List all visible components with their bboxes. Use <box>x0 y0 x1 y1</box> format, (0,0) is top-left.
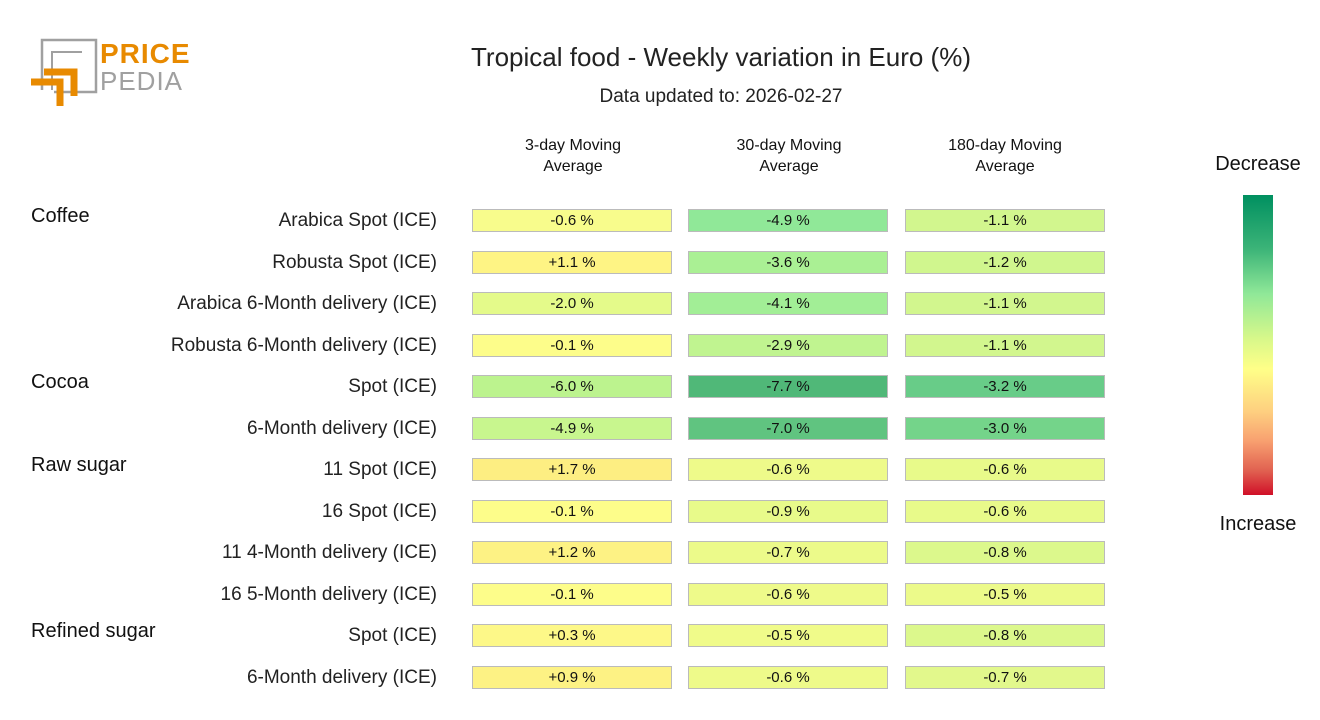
heatmap-cell: -0.6 % <box>688 582 888 606</box>
heatmap-cell: -4.9 % <box>688 209 888 232</box>
column-header-line: 180-day Moving <box>948 137 1062 154</box>
heatmap-cell: -4.9 % <box>472 416 672 440</box>
color-scale-bar <box>1243 195 1273 495</box>
column-header-line: 3-day Moving <box>524 137 622 154</box>
row-label: Robusta 6-Month delivery (ICE) <box>170 334 437 356</box>
row-label: 16 5-Month delivery (ICE) <box>220 583 437 605</box>
heatmap-cell: -0.7 % <box>688 541 888 564</box>
heatmap-cell: -4.1 % <box>688 292 888 315</box>
heatmap-cell: -7.7 % <box>688 375 888 398</box>
heatmap-cell: -0.5 % <box>905 582 1105 606</box>
row-label: 16 Spot (ICE) <box>321 500 437 522</box>
column-header: 180-day Moving Average <box>895 135 1115 177</box>
heatmap-cell: -0.1 % <box>472 582 672 606</box>
group-label: Coffee <box>31 205 90 227</box>
heatmap-cell: -1.1 % <box>905 292 1105 315</box>
logo-text-price: PRICE <box>100 38 191 69</box>
chart-subtitle: Data updated to: 2026-02-27 <box>599 86 843 107</box>
heatmap-cell: +0.3 % <box>472 624 672 647</box>
heatmap-cell: +1.2 % <box>472 541 672 564</box>
column-header-line: Average <box>543 158 603 175</box>
heatmap-cell: +1.7 % <box>472 458 672 481</box>
group-label: Refined sugar <box>31 620 156 642</box>
heatmap-cell: -0.8 % <box>905 624 1105 647</box>
heatmap-cell: -0.6 % <box>905 499 1105 523</box>
row-label: 11 Spot (ICE) <box>323 459 437 480</box>
row-label: Spot (ICE) <box>348 625 437 646</box>
logo-mark-icon <box>31 38 98 106</box>
row-label: Arabica Spot (ICE) <box>278 210 437 231</box>
row-label: Robusta Spot (ICE) <box>272 251 437 273</box>
logo-text-pedia: PEDIA <box>100 66 184 96</box>
heatmap-cell: -0.8 % <box>905 541 1105 564</box>
heatmap-cell: -0.7 % <box>905 665 1105 689</box>
column-header-line: Average <box>975 158 1035 175</box>
legend-decrease-label: Decrease <box>1215 153 1301 175</box>
heatmap-cell: -6.0 % <box>472 375 672 398</box>
heatmap-cell: -0.9 % <box>688 499 888 523</box>
heatmap-cell: -2.0 % <box>472 292 672 315</box>
row-label: 6-Month delivery (ICE) <box>246 417 437 439</box>
column-header: 3-day Moving Average <box>463 135 683 177</box>
heatmap-cell: -0.6 % <box>905 458 1105 481</box>
heatmap-cell: -0.6 % <box>688 665 888 689</box>
heatmap-cell: -0.1 % <box>472 333 672 357</box>
heatmap-cell: -0.6 % <box>688 458 888 481</box>
chart-title: Tropical food - Weekly variation in Euro… <box>471 42 971 72</box>
heatmap-cell: -7.0 % <box>688 416 888 440</box>
heatmap-cell: -0.6 % <box>472 209 672 232</box>
logo: PRICE PEDIA <box>30 38 190 110</box>
legend-increase-label: Increase <box>1219 513 1297 535</box>
row-label: 6-Month delivery (ICE) <box>246 666 437 688</box>
group-label: Cocoa <box>31 371 89 393</box>
heatmap-cell: -0.5 % <box>688 624 888 647</box>
heatmap-cell: -3.6 % <box>688 250 888 274</box>
heatmap-cell: +1.1 % <box>472 250 672 274</box>
column-header-line: 30-day Moving <box>736 137 842 154</box>
column-header: 30-day Moving Average <box>679 135 899 177</box>
heatmap-cell: -1.1 % <box>905 209 1105 232</box>
heatmap-cell: -2.9 % <box>688 333 888 357</box>
heatmap-cell: -1.1 % <box>905 333 1105 357</box>
heatmap-cell: -3.0 % <box>905 416 1105 440</box>
heatmap-cell: -3.2 % <box>905 375 1105 398</box>
column-header-line: Average <box>759 158 819 175</box>
row-label: Arabica 6-Month delivery (ICE) <box>177 293 437 314</box>
row-label: 11 4-Month delivery (ICE) <box>221 542 437 563</box>
group-label: Raw sugar <box>31 454 127 476</box>
heatmap-cell: +0.9 % <box>472 665 672 689</box>
heatmap-cell: -1.2 % <box>905 250 1105 274</box>
heatmap-cell: -0.1 % <box>472 499 672 523</box>
row-label: Spot (ICE) <box>348 376 437 397</box>
